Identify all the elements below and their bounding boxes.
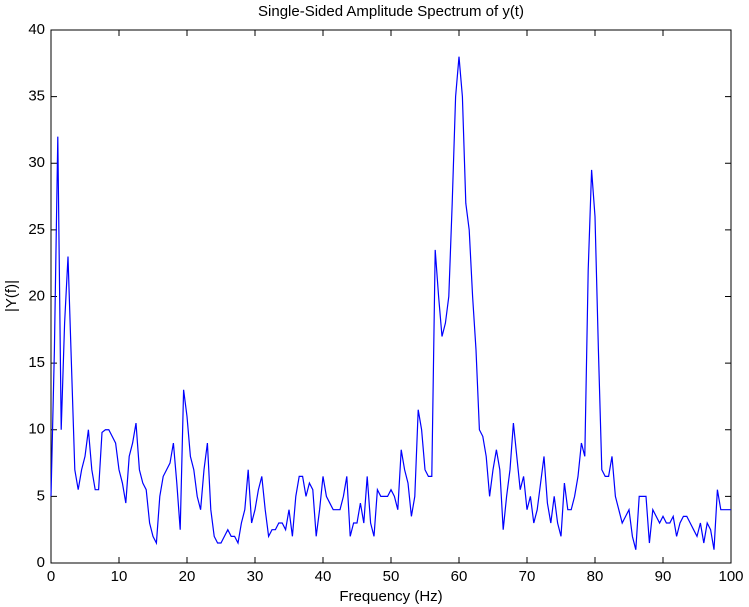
y-tick-label: 20: [28, 287, 45, 304]
x-tick-label: 0: [47, 568, 55, 585]
y-tick-label: 35: [28, 88, 45, 105]
x-tick-label: 70: [519, 568, 536, 585]
x-tick-label: 80: [587, 568, 604, 585]
x-tick-label: 10: [111, 568, 128, 585]
x-axis-label: Frequency (Hz): [339, 588, 442, 605]
y-tick-label: 5: [37, 487, 45, 504]
x-tick-label: 100: [718, 568, 743, 585]
y-tick-label: 25: [28, 221, 45, 238]
x-tick-label: 90: [655, 568, 672, 585]
y-tick-label: 10: [28, 421, 45, 438]
x-tick-label: 30: [247, 568, 264, 585]
x-tick-label: 40: [315, 568, 332, 585]
y-tick-label: 15: [28, 354, 45, 371]
y-tick-label: 0: [37, 554, 45, 571]
plot-box: [50, 29, 732, 564]
chart-title: Single-Sided Amplitude Spectrum of y(t): [258, 3, 524, 20]
y-axis-label: |Y(f)|: [3, 280, 20, 312]
x-tick-label: 20: [179, 568, 196, 585]
spectrum-line: [50, 56, 731, 550]
y-tick-label: 30: [28, 154, 45, 171]
x-tick-label: 60: [451, 568, 468, 585]
y-tick-label: 40: [28, 21, 45, 38]
x-tick-label: 50: [383, 568, 400, 585]
